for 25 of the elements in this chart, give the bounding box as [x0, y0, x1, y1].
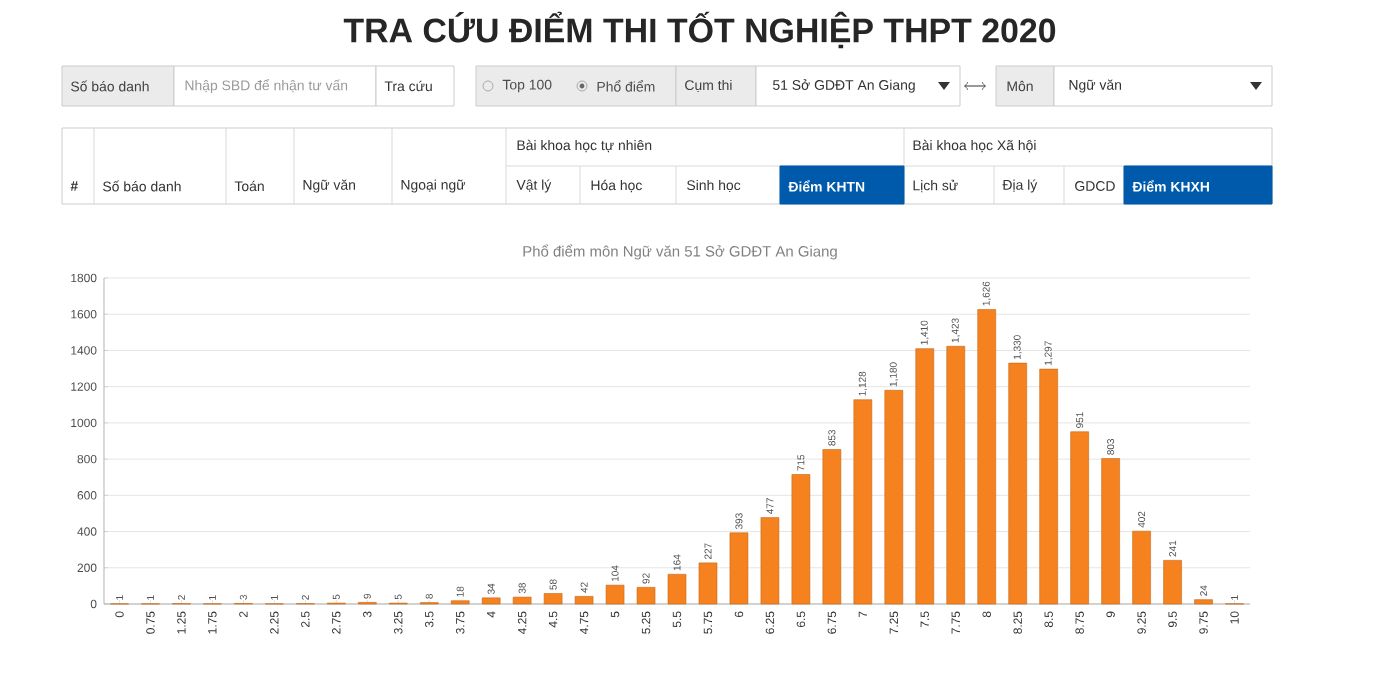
chart-title: TRA CỨU ĐIỂM THI TỐT NGHIỆP THPT 2020 [343, 11, 1056, 49]
bar [977, 309, 997, 605]
bar [1101, 458, 1120, 605]
bar [946, 345, 966, 605]
bar [512, 596, 532, 605]
bar [791, 474, 811, 605]
bar [884, 389, 904, 605]
bar [667, 574, 687, 605]
bar [853, 399, 873, 605]
bar [1194, 599, 1213, 605]
bar [543, 593, 563, 605]
bar [605, 584, 625, 605]
bar [915, 348, 935, 605]
bar [1039, 368, 1058, 605]
bar [698, 562, 718, 605]
bar [574, 596, 594, 605]
bar [481, 597, 501, 605]
bar [1070, 431, 1089, 605]
bar [1132, 530, 1151, 605]
bar [822, 449, 842, 605]
bar [636, 587, 656, 605]
bar [1163, 560, 1182, 605]
bar [760, 517, 780, 605]
bar [1008, 362, 1028, 605]
bar [729, 532, 749, 605]
